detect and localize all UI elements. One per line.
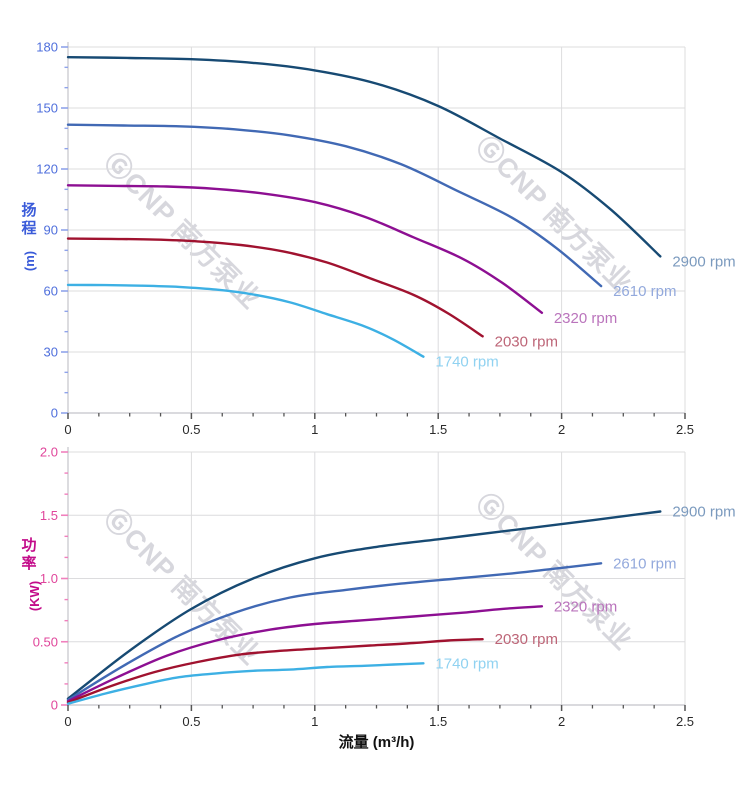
y-tick-label: 0 [51, 406, 58, 421]
series-label-2900-rpm: 2900 rpm [672, 253, 735, 270]
x-tick-label: 0 [64, 714, 71, 729]
series-curve-2900-rpm [66, 55, 662, 258]
flow-axis-title: 流量 (m³/h) [338, 734, 415, 751]
y-tick-label: 150 [36, 101, 58, 116]
x-tick-label: 1.5 [429, 422, 447, 437]
series-curve-2030-rpm [66, 237, 484, 338]
y-tick-label: 1.0 [40, 571, 58, 586]
head-axis-unit: (m) [22, 250, 38, 272]
x-tick-label: 0.5 [182, 422, 200, 437]
power-axis-unit: (KW) [27, 580, 43, 612]
x-tick-label: 0.5 [182, 714, 200, 729]
series-label-1740-rpm: 1740 rpm [435, 655, 498, 672]
power-axis-title: 功率 (KW) [20, 537, 42, 611]
y-tick-label: 120 [36, 162, 58, 177]
series-label-2320-rpm: 2320 rpm [554, 310, 617, 327]
series-label-2900-rpm: 2900 rpm [672, 503, 735, 520]
x-tick-label: 2 [558, 714, 565, 729]
series-curve-2030-rpm [66, 638, 484, 704]
series-curve-2610-rpm [66, 562, 603, 702]
y-tick-label: 30 [44, 345, 58, 360]
series-label-2030-rpm: 2030 rpm [495, 631, 558, 648]
x-tick-label: 0 [64, 422, 71, 437]
x-tick-label: 1.5 [429, 714, 447, 729]
series-curve-1740-rpm [66, 283, 425, 358]
series-label-2610-rpm: 2610 rpm [613, 555, 676, 572]
series-label-1740-rpm: 1740 rpm [435, 354, 498, 371]
series-label-2030-rpm: 2030 rpm [495, 333, 558, 350]
power-axis-title-text: 功率 [21, 537, 37, 572]
x-tick-label: 2.5 [676, 714, 694, 729]
series-curve-2320-rpm [66, 605, 544, 703]
series-curve-2900-rpm [66, 510, 662, 700]
y-tick-label: 0.50 [33, 634, 58, 649]
y-tick-label: 0 [51, 698, 58, 713]
y-tick-label: 90 [44, 223, 58, 238]
x-tick-label: 1 [311, 714, 318, 729]
series-label-2610-rpm: 2610 rpm [613, 283, 676, 300]
head-axis-title: 扬程 (m) [20, 202, 38, 272]
x-tick-label: 2 [558, 422, 565, 437]
x-tick-label: 2.5 [676, 422, 694, 437]
head-axis-title-text: 扬程 [21, 202, 37, 237]
y-tick-label: 60 [44, 284, 58, 299]
y-tick-label: 1.5 [40, 508, 58, 523]
series-curve-2610-rpm [66, 123, 603, 288]
series-curve-1740-rpm [66, 662, 425, 705]
y-tick-label: 2.0 [40, 445, 58, 460]
series-curve-2320-rpm [66, 184, 544, 314]
x-tick-label: 1 [311, 422, 318, 437]
series-label-2320-rpm: 2320 rpm [554, 598, 617, 615]
y-tick-label: 180 [36, 40, 58, 55]
